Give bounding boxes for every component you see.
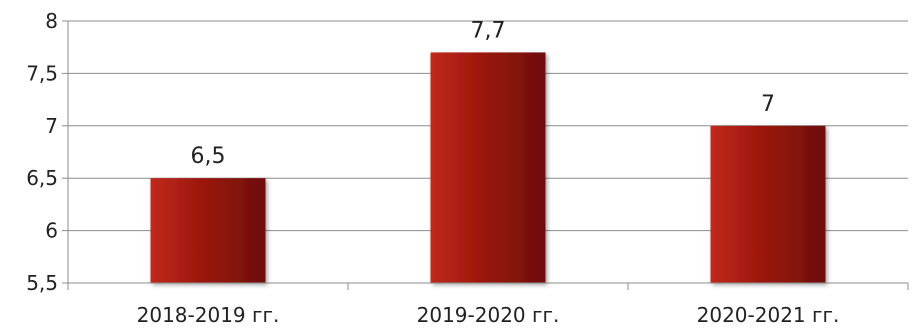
x-axis-category-labels: 2018-2019 гг. 2019-2020 гг. 2020-2021 гг. xyxy=(137,303,840,327)
x-axis xyxy=(67,282,909,290)
bars xyxy=(150,52,826,283)
data-label: 6,5 xyxy=(191,144,226,169)
y-tick-label: 8 xyxy=(45,9,58,33)
bar xyxy=(430,52,546,283)
y-tick-label: 5,5 xyxy=(26,271,58,295)
data-label: 7 xyxy=(761,92,775,117)
data-label: 7,7 xyxy=(471,18,506,43)
data-labels: 6,5 7,7 7 xyxy=(191,18,776,169)
y-tick-label: 7 xyxy=(45,114,58,138)
y-tick-label: 6,5 xyxy=(26,166,58,190)
y-tick-label: 6 xyxy=(45,219,58,243)
category-label: 2020-2021 гг. xyxy=(697,303,840,327)
category-label: 2019-2020 гг. xyxy=(417,303,560,327)
bar xyxy=(150,178,266,283)
category-label: 2018-2019 гг. xyxy=(137,303,280,327)
y-axis-tick-labels: 5,5 6 6,5 7 7,5 8 xyxy=(26,9,58,295)
bar xyxy=(710,125,826,283)
y-tick-label: 7,5 xyxy=(26,61,58,85)
